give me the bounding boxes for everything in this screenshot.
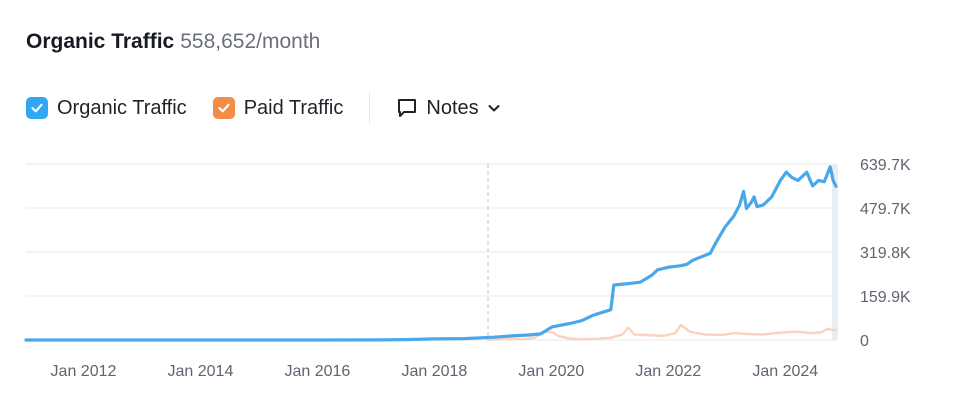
chart-header: Organic Traffic 558,652/month <box>26 30 320 54</box>
notes-label: Notes <box>426 96 479 119</box>
chevron-down-icon <box>488 105 500 112</box>
checkmark-icon <box>31 103 43 113</box>
legend-label-paid: Paid Traffic <box>243 96 344 119</box>
organic-checkbox-icon[interactable] <box>26 97 48 119</box>
y-tick-label: 639.7K <box>860 157 911 174</box>
x-tick-label: Jan 2018 <box>401 363 467 380</box>
legend: Organic Traffic Paid Traffic Notes <box>26 92 501 124</box>
y-tick-label: 479.7K <box>860 201 911 218</box>
y-tick-label: 319.8K <box>860 245 911 262</box>
legend-divider <box>369 92 371 124</box>
x-tick-label: Jan 2014 <box>168 363 234 380</box>
organic-traffic-value: 558,652/month <box>180 30 321 53</box>
x-tick-label: Jan 2020 <box>518 363 584 380</box>
current-period-band <box>832 164 838 340</box>
chart-title: Organic Traffic <box>26 30 175 53</box>
legend-label-organic: Organic Traffic <box>57 96 187 119</box>
y-tick-label: 159.9K <box>860 289 911 306</box>
legend-item-paid[interactable]: Paid Traffic <box>212 96 344 120</box>
paid-checkbox-icon[interactable] <box>212 97 235 119</box>
x-tick-label: Jan 2024 <box>752 363 818 380</box>
x-tick-label: Jan 2022 <box>635 363 701 380</box>
y-tick-label: 0 <box>860 333 869 350</box>
checkmark-icon <box>218 103 230 113</box>
comment-icon <box>398 99 417 117</box>
x-tick-label: Jan 2016 <box>284 363 350 380</box>
paid-traffic-line <box>486 323 838 342</box>
x-tick-label: Jan 2012 <box>51 363 117 380</box>
legend-item-organic[interactable]: Organic Traffic <box>26 97 187 120</box>
notes-dropdown[interactable]: Notes <box>396 97 500 120</box>
organic-traffic-line <box>24 165 838 342</box>
